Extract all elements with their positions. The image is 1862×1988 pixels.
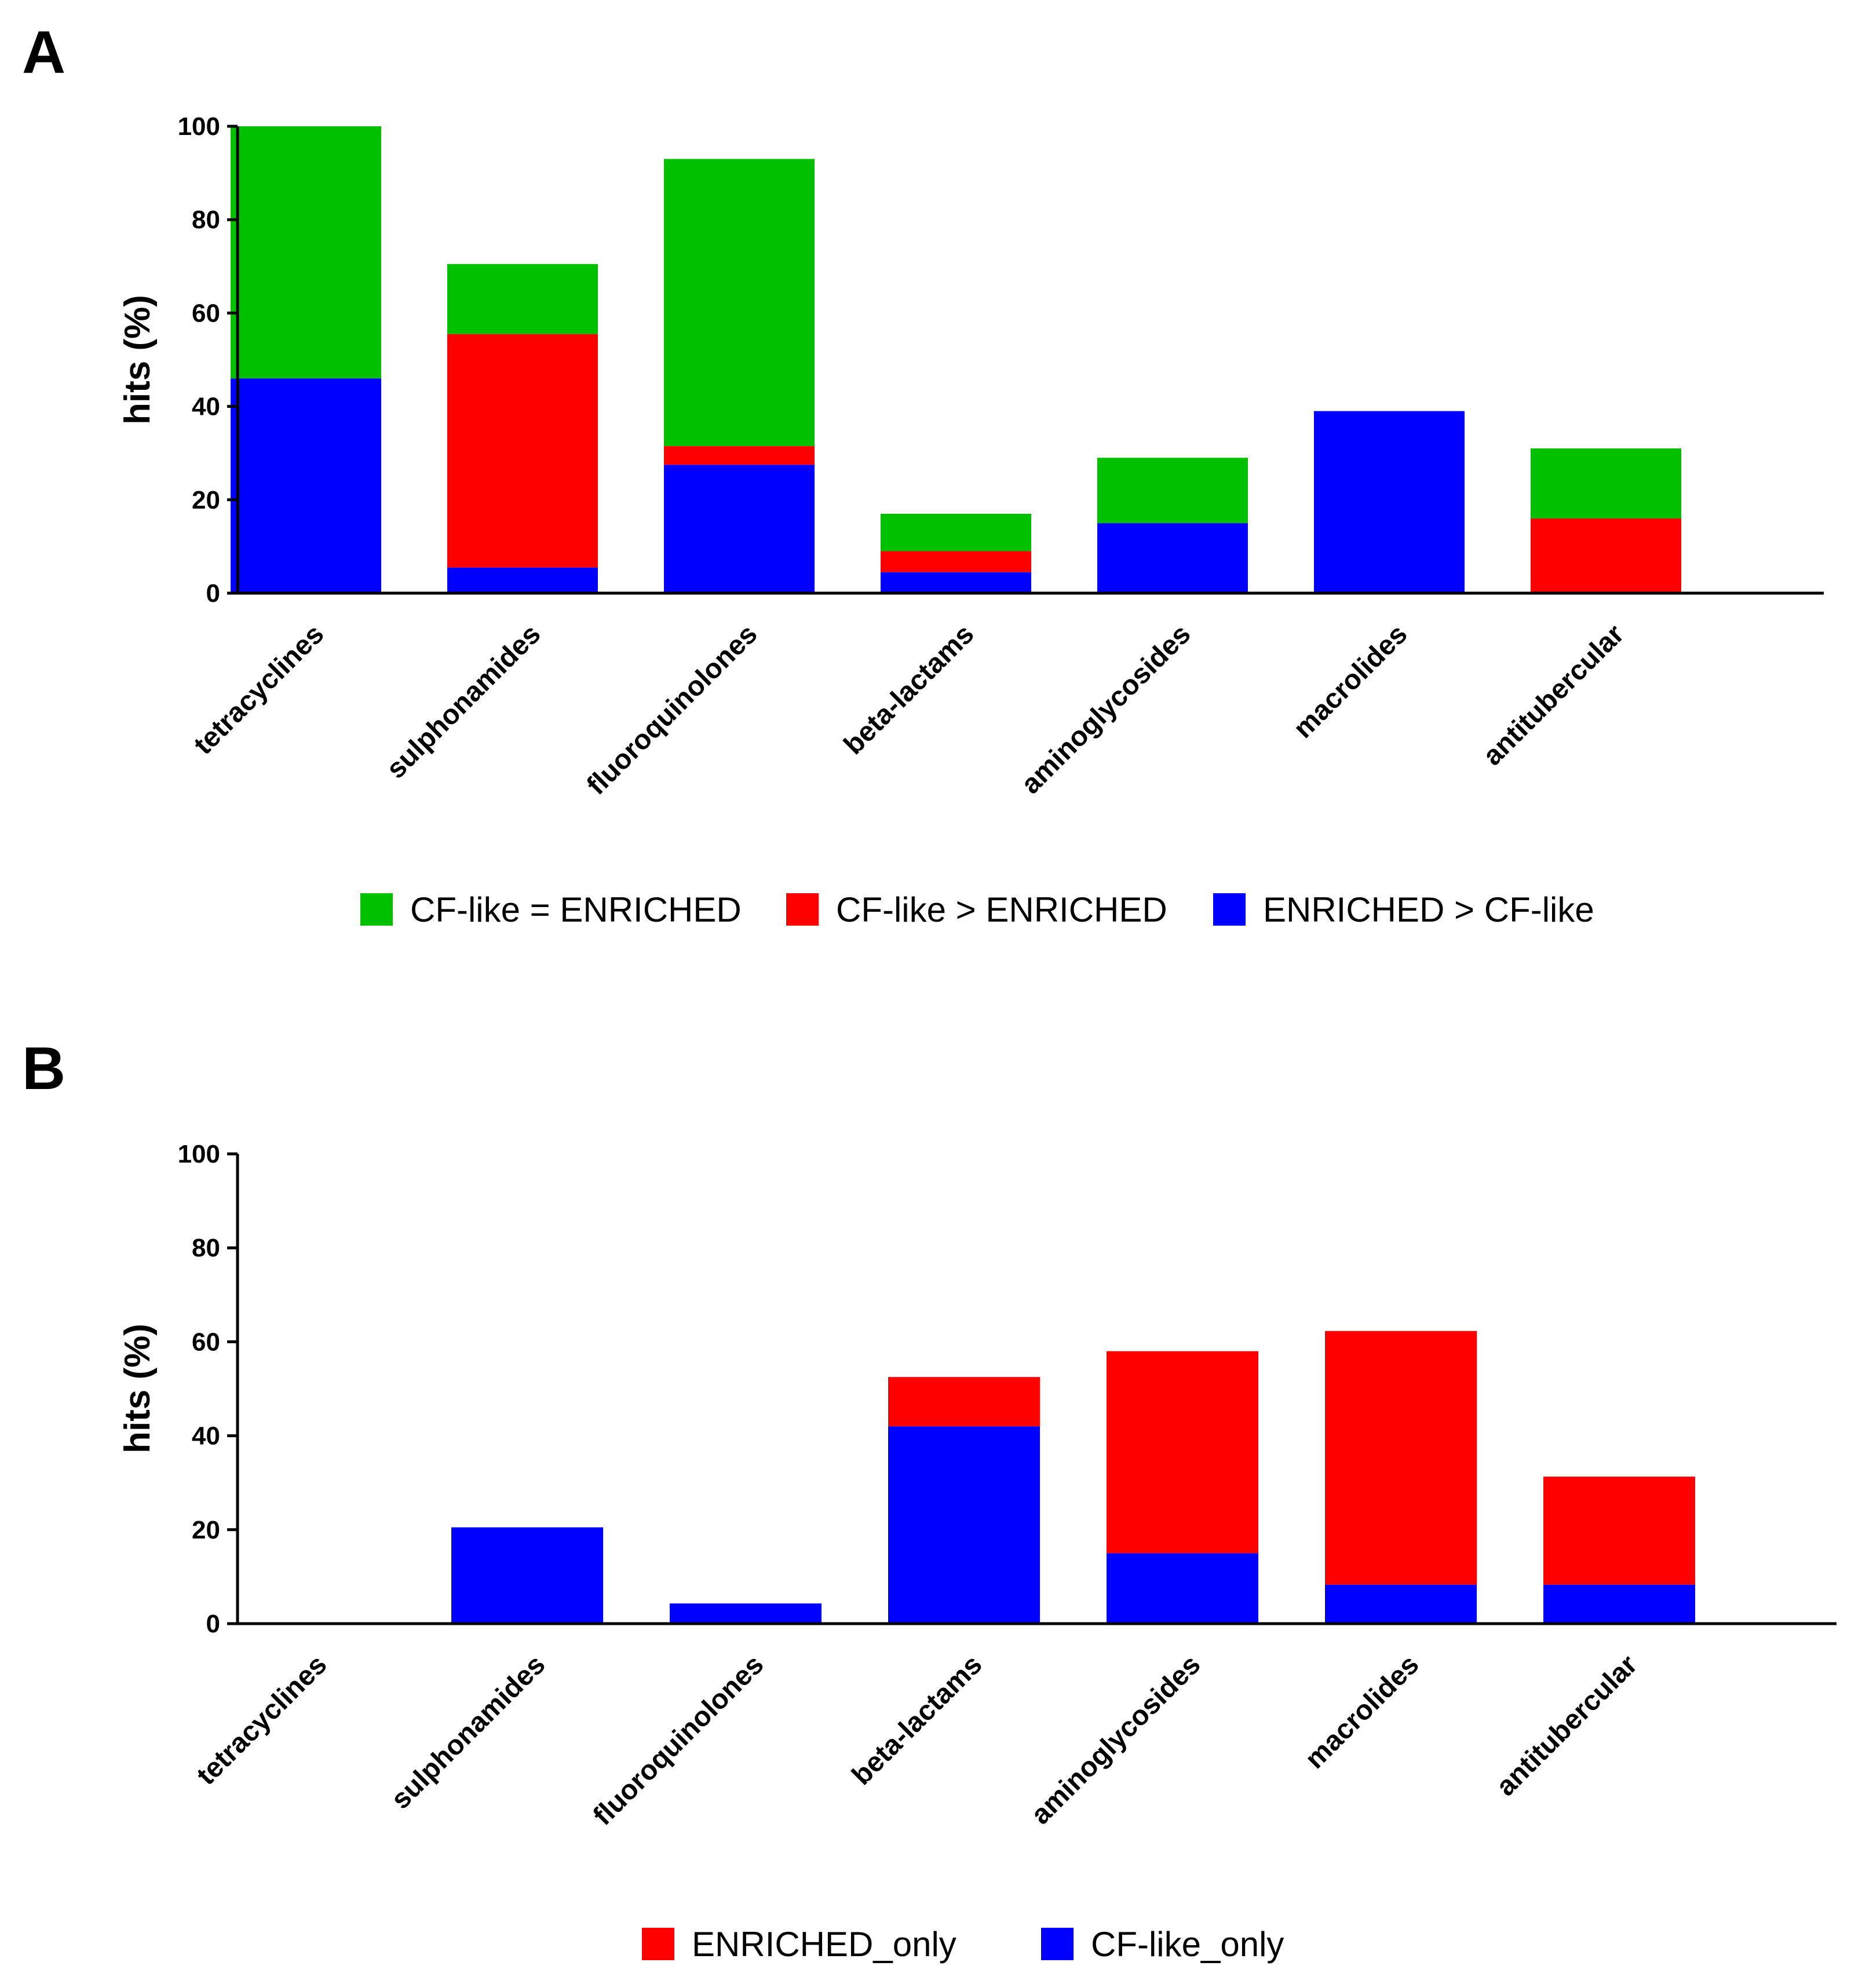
panel-label-b: B <box>22 1035 65 1102</box>
y-ticks-b: 0 20 40 60 80 100 <box>178 1140 238 1638</box>
bar-a-sulphonamides-cf-like-enriched <box>447 264 598 334</box>
legend-swatch-b-enriched-only <box>642 1928 674 1960</box>
x-tick-label-b-antitubercular: antitubercular <box>1491 1649 1644 1802</box>
legend-b: ENRICHED_only CF-like_only <box>642 1925 1284 1964</box>
bar-a-fluoroquinolones-cf-like-enriched <box>664 159 815 447</box>
y-tick-label-a-40: 40 <box>192 393 220 421</box>
bar-b-aminoglycosides-enriched-only <box>1107 1351 1258 1554</box>
x-tick-label-a-macrolides: macrolides <box>1288 619 1414 744</box>
y-tick-label-b-40: 40 <box>192 1422 220 1450</box>
legend-swatch-b-cf-like-only <box>1041 1928 1074 1960</box>
bar-a-beta-lactams-cf-like-enriched <box>881 513 1031 551</box>
y-tick-label-a-100: 100 <box>178 112 220 141</box>
bar-b-macrolides-cf-like-only <box>1325 1584 1477 1624</box>
bar-a-aminoglycosides-enriched-cf-like <box>1097 523 1248 593</box>
bar-b-beta-lactams-enriched-only <box>888 1377 1040 1427</box>
y-tick-label-b-80: 80 <box>192 1234 220 1262</box>
x-tick-label-b-beta-lactams: beta-lactams <box>846 1649 988 1791</box>
x-tick-label-b-fluoroquinolones: fluoroquinolones <box>587 1649 770 1832</box>
x-tick-label-a-tetracyclines: tetracyclines <box>188 619 330 761</box>
legend-swatch-a-cf-like-enriched <box>360 893 393 926</box>
legend-label-a-enriched-cf-like: ENRICHED > CF-like <box>1263 890 1594 929</box>
bar-b-antitubercular-enriched-only <box>1543 1477 1695 1585</box>
legend-label-b-enriched-only: ENRICHED_only <box>692 1925 956 1964</box>
legend-a: CF-like = ENRICHED CF-like > ENRICHED ENRI… <box>360 890 1594 929</box>
x-tick-label-a-antitubercular: antitubercular <box>1477 619 1630 772</box>
bar-b-aminoglycosides-cf-like-only <box>1107 1553 1258 1624</box>
x-tick-label-b-macrolides: macrolides <box>1299 1649 1425 1775</box>
legend-label-b-cf-like-only: CF-like_only <box>1091 1925 1284 1964</box>
bar-a-macrolides-enriched-cf-like <box>1314 411 1465 593</box>
x-labels-b: tetracyclines sulphonamides fluoroquinolon… <box>191 1649 1644 1832</box>
bars-group-b <box>451 1331 1695 1624</box>
y-tick-label-a-80: 80 <box>192 206 220 234</box>
y-tick-label-b-20: 20 <box>192 1516 220 1544</box>
bar-a-fluoroquinolones-cf-like-enriched <box>664 446 815 465</box>
bar-a-tetracyclines-cf-like-enriched <box>231 126 381 379</box>
bar-a-tetracyclines-enriched-cf-like <box>231 378 381 593</box>
bar-b-antitubercular-cf-like-only <box>1543 1584 1695 1624</box>
bar-b-sulphonamides-cf-like-only <box>451 1527 603 1624</box>
bars-group-a <box>231 126 1681 593</box>
x-tick-label-b-tetracyclines: tetracyclines <box>191 1649 333 1791</box>
legend-label-a-cf-like-enriched: CF-like > ENRICHED <box>836 890 1167 929</box>
panel-label-a: A <box>22 19 65 86</box>
x-tick-label-a-fluoroquinolones: fluoroquinolones <box>581 619 764 801</box>
bar-a-aminoglycosides-cf-like-enriched <box>1097 458 1248 524</box>
bar-a-antitubercular-cf-like-enriched <box>1531 448 1681 519</box>
bar-b-beta-lactams-cf-like-only <box>888 1426 1040 1624</box>
legend-swatch-a-enriched-cf-like <box>1213 893 1246 926</box>
x-labels-a: tetracyclines sulphonamides fluoroquinolon… <box>188 619 1630 801</box>
x-tick-label-a-beta-lactams: beta-lactams <box>838 619 980 761</box>
x-tick-label-b-sulphonamides: sulphonamides <box>385 1649 551 1815</box>
y-tick-label-a-0: 0 <box>206 579 220 608</box>
bar-a-antitubercular-cf-like-enriched <box>1531 518 1681 593</box>
y-tick-label-b-60: 60 <box>192 1328 220 1356</box>
y-tick-label-b-0: 0 <box>206 1610 220 1638</box>
legend-swatch-a-cf-like-enriched <box>786 893 819 926</box>
y-axis-label-b: hits (%) <box>118 1324 158 1453</box>
bar-a-beta-lactams-enriched-cf-like <box>881 572 1031 593</box>
y-ticks-a: 0 20 40 60 80 100 <box>178 112 238 608</box>
panel-a: A 0 20 40 60 80 100 tetracyclines sulphonamide… <box>22 19 1824 929</box>
y-tick-label-a-60: 60 <box>192 299 220 327</box>
bar-b-fluoroquinolones-cf-like-only <box>670 1603 822 1624</box>
panel-b: B 0 20 40 60 80 100 tetracyclines sulphonamide… <box>22 1035 1837 1964</box>
bar-b-macrolides-enriched-only <box>1325 1331 1477 1585</box>
x-tick-label-a-sulphonamides: sulphonamides <box>381 619 546 784</box>
bar-a-fluoroquinolones-enriched-cf-like <box>664 465 815 593</box>
y-axis-label-a: hits (%) <box>118 295 158 425</box>
x-tick-label-b-aminoglycosides: aminoglycosides <box>1025 1649 1207 1830</box>
y-tick-label-a-20: 20 <box>192 486 220 514</box>
bar-a-beta-lactams-cf-like-enriched <box>881 551 1031 572</box>
bar-a-sulphonamides-cf-like-enriched <box>447 334 598 568</box>
x-tick-label-a-aminoglycosides: aminoglycosides <box>1016 619 1197 800</box>
bar-a-sulphonamides-enriched-cf-like <box>447 567 598 593</box>
legend-label-a-cf-like-enriched: CF-like = ENRICHED <box>410 890 742 929</box>
y-tick-label-b-100: 100 <box>178 1140 220 1168</box>
